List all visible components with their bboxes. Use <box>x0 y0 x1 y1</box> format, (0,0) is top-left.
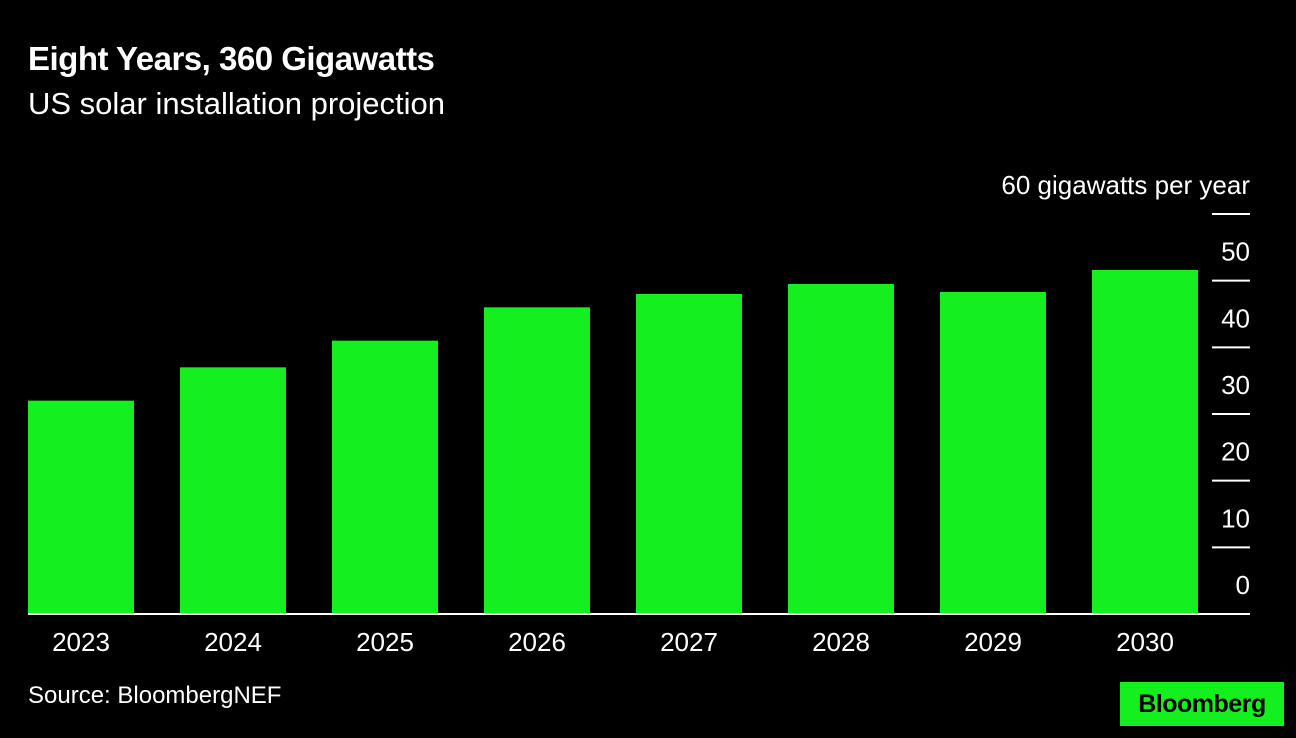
chart-title: Eight Years, 360 Gigawatts <box>28 40 435 77</box>
x-tick-label-2023: 2023 <box>52 627 110 657</box>
bar-2024 <box>180 367 286 614</box>
y-tick-label-60: 60 gigawatts per year <box>1001 170 1250 200</box>
y-tick-label-10: 10 <box>1221 503 1250 533</box>
bar-2027 <box>636 294 742 614</box>
bloomberg-logo: Bloomberg <box>1120 682 1284 726</box>
x-tick-label-2024: 2024 <box>204 627 262 657</box>
y-tick-label-30: 30 <box>1221 370 1250 400</box>
chart-subtitle: US solar installation projection <box>28 86 445 121</box>
y-tick-label-40: 40 <box>1221 303 1250 333</box>
x-tick-label-2030: 2030 <box>1116 627 1174 657</box>
bar-2023 <box>28 400 134 614</box>
y-tick-label-0: 0 <box>1236 570 1250 600</box>
bar-2030 <box>1092 270 1198 614</box>
y-tick-label-50: 50 <box>1221 237 1250 267</box>
x-tick-label-2026: 2026 <box>508 627 566 657</box>
x-tick-label-2028: 2028 <box>812 627 870 657</box>
x-tick-label-2027: 2027 <box>660 627 718 657</box>
bar-2026 <box>484 307 590 614</box>
bar-2028 <box>788 284 894 614</box>
source-note: Source: BloombergNEF <box>28 682 282 709</box>
y-tick-label-20: 20 <box>1221 437 1250 467</box>
x-tick-label-2025: 2025 <box>356 627 414 657</box>
bar-2025 <box>332 340 438 614</box>
x-tick-label-2029: 2029 <box>964 627 1022 657</box>
bar-2029 <box>940 292 1046 614</box>
